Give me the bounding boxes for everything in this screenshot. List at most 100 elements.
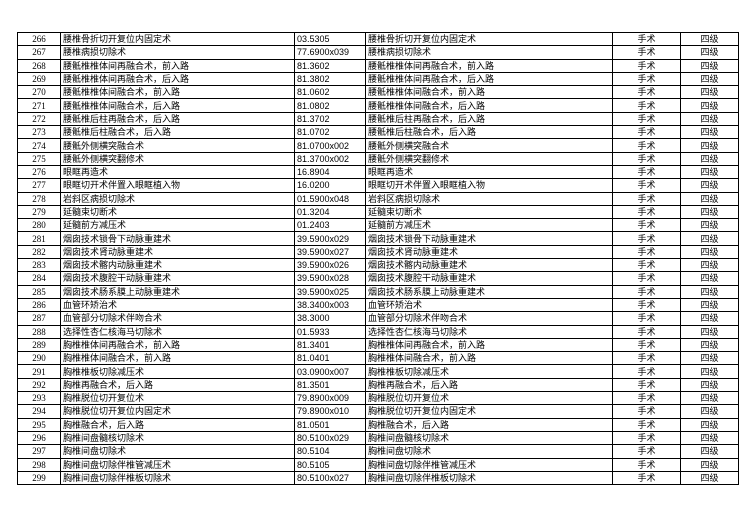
row-number: 278	[17, 191, 61, 206]
procedure-name: 胸椎融合术，后入路	[60, 417, 295, 432]
procedure-name: 胸椎脱位切开复位术	[60, 391, 295, 406]
category: 手术	[612, 191, 681, 206]
level: 四级	[680, 138, 739, 153]
procedure-name-repeat: 腰椎骨折切开复位内固定术	[365, 31, 613, 47]
procedure-code: 81.0802	[294, 98, 366, 113]
category: 手术	[612, 417, 681, 432]
procedure-name: 胸椎椎板切除减压术	[60, 364, 295, 379]
level: 四级	[680, 457, 739, 472]
procedure-name-repeat: 胸椎间盘切除伴椎管减压术	[365, 457, 613, 472]
procedure-code: 39.5900x028	[294, 271, 366, 286]
category: 手术	[612, 404, 681, 419]
category: 手术	[612, 31, 681, 47]
procedure-name: 胸椎间盘切除术	[60, 444, 295, 459]
procedure-name: 腰骶椎椎体间融合术，后入路	[60, 98, 295, 113]
table-row: 284 烟囱技术腹腔干动脉重建术 39.5900x028 烟囱技术腹腔干动脉重建术 手术…	[17, 271, 739, 286]
level: 四级	[680, 430, 739, 446]
procedure-name-repeat: 胸椎间盘髓核切除术	[365, 430, 613, 446]
procedure-name-repeat: 腰骶椎后柱再融合术，后入路	[365, 111, 613, 127]
row-number: 270	[17, 85, 61, 100]
procedure-name-repeat: 腰骶椎椎体间融合术，前入路	[365, 85, 613, 100]
procedure-name-repeat: 胸椎间盘切除术	[365, 444, 613, 459]
procedure-code: 81.3702	[294, 111, 366, 127]
level: 四级	[680, 178, 739, 193]
level: 四级	[680, 444, 739, 459]
procedure-name: 烟囱技术髂内动脉重建术	[60, 258, 295, 273]
procedure-table: 266 腰椎骨折切开复位内固定术 03.5305 腰椎骨折切开复位内固定术 手术 四级 26…	[17, 31, 739, 486]
category: 手术	[612, 218, 681, 233]
procedure-name: 烟囱技术腹腔干动脉重建术	[60, 271, 295, 286]
procedure-name-repeat: 延髓束切断术	[365, 204, 613, 220]
level: 四级	[680, 351, 739, 366]
procedure-code: 39.5900x026	[294, 258, 366, 273]
row-number: 273	[17, 125, 61, 140]
procedure-name: 胸椎间盘髓核切除术	[60, 430, 295, 446]
row-number: 287	[17, 311, 61, 326]
procedure-code: 16.0200	[294, 178, 366, 193]
table-row: 267 腰椎病损切除术 77.6900x039 腰椎病损切除术 手术 四级	[17, 45, 739, 60]
row-number: 274	[17, 138, 61, 153]
row-number: 281	[17, 231, 61, 246]
table-row: 281 烟囱技术锁骨下动脉重建术 39.5900x029 烟囱技术锁骨下动脉重建术 手术…	[17, 231, 739, 246]
procedure-code: 81.3700x002	[294, 151, 366, 166]
table-row: 270 腰骶椎椎体间融合术，前入路 81.0602 腰骶椎椎体间融合术，前入路 手术 四级	[17, 85, 739, 100]
procedure-code: 38.3400x003	[294, 297, 366, 313]
procedure-name-repeat: 岩斜区病损切除术	[365, 191, 613, 206]
table-row: 290 胸椎椎体间融合术，前入路 81.0401 胸椎椎体间融合术，前入路 手术 四级	[17, 351, 739, 366]
level: 四级	[680, 404, 739, 419]
procedure-name-repeat: 腰骶外侧横突翻修术	[365, 151, 613, 166]
level: 四级	[680, 31, 739, 47]
procedure-name: 胸椎间盘切除伴椎管减压术	[60, 457, 295, 472]
category: 手术	[612, 58, 681, 73]
procedure-code: 80.5104	[294, 444, 366, 459]
row-number: 297	[17, 444, 61, 459]
row-number: 277	[17, 178, 61, 193]
table-row: 299 胸椎间盘切除伴椎板切除术 80.5100x027 胸椎间盘切除伴椎板切除术 手术…	[17, 470, 739, 486]
procedure-name-repeat: 眼眶再造术	[365, 164, 613, 180]
procedure-name-repeat: 胸椎融合术，后入路	[365, 417, 613, 432]
category: 手术	[612, 337, 681, 353]
category: 手术	[612, 204, 681, 220]
procedure-name-repeat: 腰骶外侧横突融合术	[365, 138, 613, 153]
level: 四级	[680, 391, 739, 406]
level: 四级	[680, 45, 739, 60]
row-number: 282	[17, 244, 61, 260]
procedure-name-repeat: 腰骶椎椎体间融合术，后入路	[365, 98, 613, 113]
row-number: 285	[17, 284, 61, 299]
category: 手术	[612, 284, 681, 299]
procedure-name-repeat: 血管部分切除术伴吻合术	[365, 311, 613, 326]
level: 四级	[680, 271, 739, 286]
procedure-code: 39.5900x029	[294, 231, 366, 246]
category: 手术	[612, 364, 681, 379]
row-number: 266	[17, 31, 61, 47]
table-row: 289 胸椎椎体间再融合术，前入路 81.3401 胸椎椎体间再融合术，前入路 手术 四级	[17, 337, 739, 353]
level: 四级	[680, 311, 739, 326]
procedure-name-repeat: 烟囱技术肾动脉重建术	[365, 244, 613, 260]
level: 四级	[680, 231, 739, 246]
category: 手术	[612, 391, 681, 406]
procedure-code: 01.5933	[294, 324, 366, 339]
level: 四级	[680, 337, 739, 353]
category: 手术	[612, 430, 681, 446]
procedure-name: 腰骶椎后柱融合术，后入路	[60, 125, 295, 140]
procedure-name: 选择性杏仁核海马切除术	[60, 324, 295, 339]
procedure-code: 39.5900x025	[294, 284, 366, 299]
procedure-code: 81.0700x002	[294, 138, 366, 153]
category: 手术	[612, 45, 681, 60]
category: 手术	[612, 297, 681, 313]
row-number: 267	[17, 45, 61, 60]
row-number: 295	[17, 417, 61, 432]
procedure-name-repeat: 血管环矫治术	[365, 297, 613, 313]
procedure-code: 79.8900x009	[294, 391, 366, 406]
procedure-name: 胸椎间盘切除伴椎板切除术	[60, 470, 295, 486]
table-row: 272 腰骶椎后柱再融合术，后入路 81.3702 腰骶椎后柱再融合术，后入路 手术 四级	[17, 111, 739, 127]
procedure-name: 腰骶椎椎体间再融合术，前入路	[60, 58, 295, 73]
table-row: 279 延髓束切断术 01.3204 延髓束切断术 手术 四级	[17, 204, 739, 220]
table-row: 278 岩斜区病损切除术 01.5900x048 岩斜区病损切除术 手术 四级	[17, 191, 739, 206]
procedure-code: 39.5900x027	[294, 244, 366, 260]
procedure-name: 烟囱技术锁骨下动脉重建术	[60, 231, 295, 246]
procedure-name-repeat: 胸椎再融合术，后入路	[365, 377, 613, 393]
procedure-name-repeat: 胸椎椎板切除减压术	[365, 364, 613, 379]
category: 手术	[612, 311, 681, 326]
procedure-name: 腰椎骨折切开复位内固定术	[60, 31, 295, 47]
